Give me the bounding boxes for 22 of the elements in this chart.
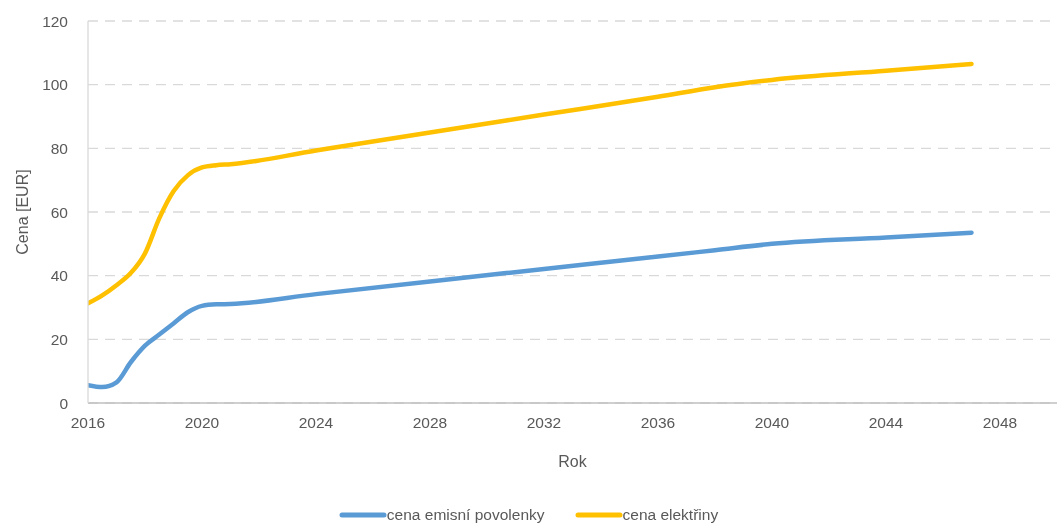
x-tick-label: 2040 bbox=[754, 414, 790, 432]
y-tick-label: 80 bbox=[50, 139, 69, 157]
x-tick-label: 2016 bbox=[70, 414, 106, 432]
y-tick-label: 60 bbox=[50, 203, 69, 221]
y-tick-label: 100 bbox=[42, 76, 69, 94]
x-tick-label: 2024 bbox=[298, 414, 334, 432]
legend-label: cena elektřiny bbox=[622, 506, 719, 524]
legend-label: cena emisní povolenky bbox=[386, 506, 545, 524]
x-tick-label: 2036 bbox=[640, 414, 676, 432]
x-tick-label: 2032 bbox=[526, 414, 562, 432]
x-tick-label: 2048 bbox=[982, 414, 1018, 432]
y-tick-label: 0 bbox=[59, 394, 69, 412]
x-tick-label: 2020 bbox=[184, 414, 220, 432]
y-tick-label: 40 bbox=[50, 267, 69, 285]
line-series bbox=[88, 230, 974, 390]
y-tick-label: 20 bbox=[50, 330, 69, 348]
y-tick-label: 120 bbox=[42, 12, 69, 30]
x-tick-label: 2028 bbox=[412, 414, 448, 432]
x-tick-label: 2044 bbox=[868, 414, 904, 432]
y-axis-title: Cena [EUR] bbox=[14, 169, 32, 255]
line-series bbox=[88, 61, 974, 306]
x-axis-title: Rok bbox=[558, 453, 588, 470]
